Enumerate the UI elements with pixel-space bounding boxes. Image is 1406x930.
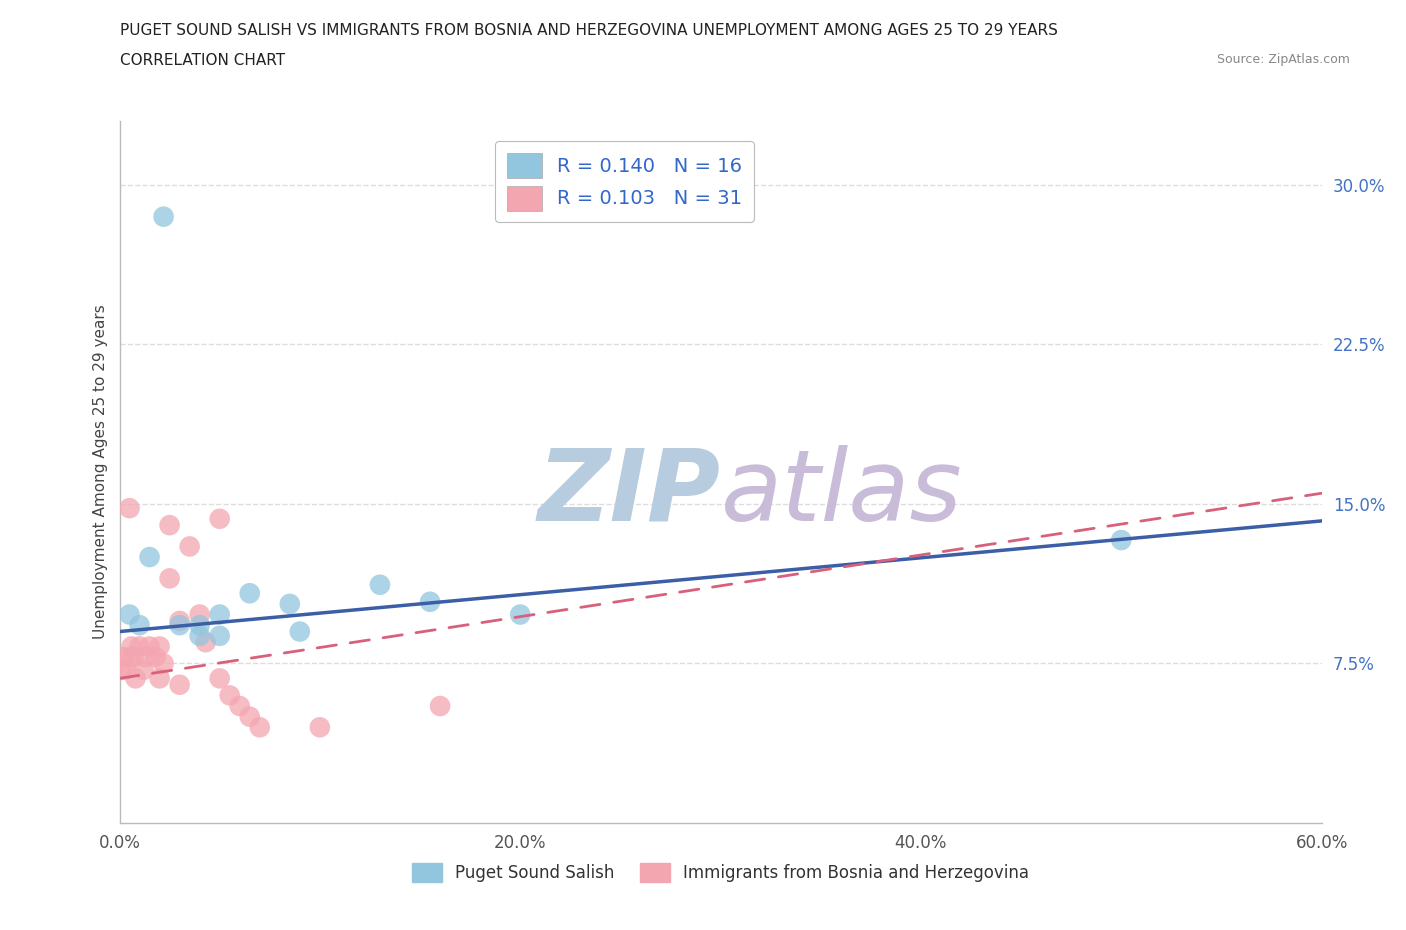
Point xyxy=(169,618,191,632)
Point xyxy=(239,710,262,724)
Point xyxy=(121,639,143,654)
Point xyxy=(152,209,174,224)
Point xyxy=(208,607,231,622)
Point xyxy=(118,650,141,665)
Point xyxy=(208,512,231,526)
Point xyxy=(169,614,191,629)
Point xyxy=(124,671,146,685)
Text: Source: ZipAtlas.com: Source: ZipAtlas.com xyxy=(1216,53,1350,66)
Point xyxy=(110,662,132,677)
Text: ZIP: ZIP xyxy=(537,445,720,541)
Point xyxy=(188,629,211,644)
Legend: Puget Sound Salish, Immigrants from Bosnia and Herzegovina: Puget Sound Salish, Immigrants from Bosn… xyxy=(405,856,1036,888)
Text: atlas: atlas xyxy=(720,445,962,541)
Point xyxy=(149,671,172,685)
Point xyxy=(159,571,181,586)
Point xyxy=(249,720,271,735)
Point xyxy=(208,671,231,685)
Point xyxy=(239,586,262,601)
Point xyxy=(152,656,174,671)
Point xyxy=(114,662,136,677)
Point xyxy=(145,650,167,665)
Point xyxy=(228,698,252,713)
Point xyxy=(288,624,311,639)
Point xyxy=(188,607,211,622)
Point xyxy=(194,635,217,650)
Point xyxy=(179,539,201,554)
Point xyxy=(138,550,160,565)
Point xyxy=(208,629,231,644)
Text: CORRELATION CHART: CORRELATION CHART xyxy=(120,53,284,68)
Point xyxy=(188,618,211,632)
Y-axis label: Unemployment Among Ages 25 to 29 years: Unemployment Among Ages 25 to 29 years xyxy=(93,305,108,639)
Point xyxy=(149,639,172,654)
Text: PUGET SOUND SALISH VS IMMIGRANTS FROM BOSNIA AND HERZEGOVINA UNEMPLOYMENT AMONG : PUGET SOUND SALISH VS IMMIGRANTS FROM BO… xyxy=(120,23,1057,38)
Point xyxy=(118,607,141,622)
Point xyxy=(169,677,191,692)
Point xyxy=(218,688,240,703)
Point xyxy=(118,500,141,515)
Point xyxy=(122,650,145,665)
Point xyxy=(278,596,301,611)
Point xyxy=(1111,533,1133,548)
Point xyxy=(509,607,531,622)
Point xyxy=(135,650,157,665)
Point xyxy=(138,639,160,654)
Point xyxy=(128,639,150,654)
Point xyxy=(112,650,135,665)
Point xyxy=(128,618,150,632)
Point xyxy=(419,594,441,609)
Point xyxy=(368,578,391,592)
Point xyxy=(429,698,451,713)
Point xyxy=(159,518,181,533)
Point xyxy=(309,720,332,735)
Point xyxy=(132,662,155,677)
